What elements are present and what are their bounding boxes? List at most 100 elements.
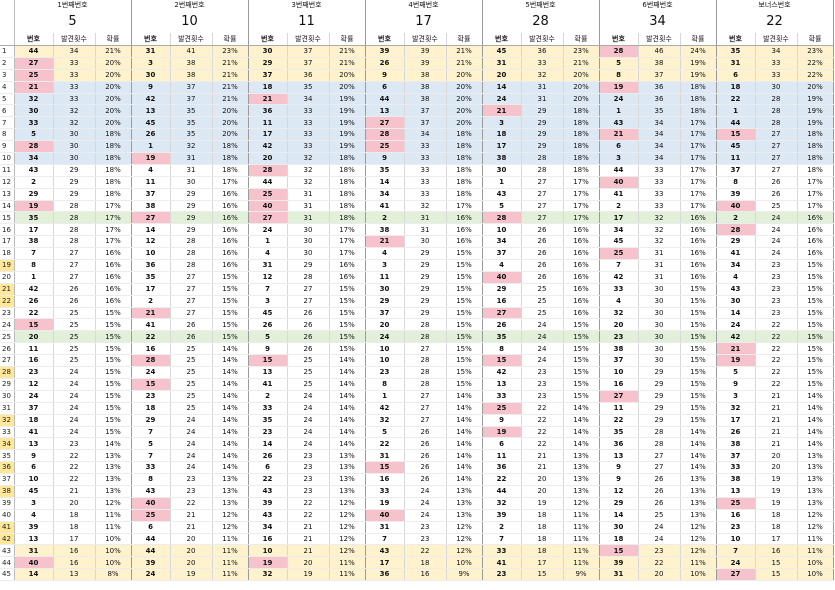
rate-cell: 15% (446, 366, 483, 379)
count-cell: 19 (755, 485, 798, 498)
count-cell: 32 (287, 152, 330, 165)
rate-cell: 19% (329, 104, 366, 118)
number-cell: 32 (365, 414, 405, 427)
count-cell: 22 (755, 342, 798, 356)
count-cell: 26 (287, 318, 330, 332)
table-row: 36 6 22 13% 33 24 14% 6 23 13% 15 26 14% 36 21 13% 9 27 14… (0, 461, 834, 475)
rate-cell: 16% (797, 247, 834, 261)
rate-cell: 24% (680, 45, 717, 58)
count-cell: 18 (755, 521, 798, 534)
count-cell: 21 (287, 521, 330, 534)
winning-number: 5 (14, 11, 132, 33)
count-cell: 23 (755, 307, 798, 320)
number-cell: 9 (365, 69, 405, 82)
rate-cell: 20% (446, 93, 483, 106)
header-count: 발견횟수 (638, 33, 681, 46)
number-cell: 15 (365, 461, 405, 475)
rate-cell: 14% (563, 426, 600, 439)
count-cell: 32 (287, 164, 330, 177)
number-cell: 33 (131, 461, 171, 475)
number-cell: 35 (131, 271, 171, 284)
table-row: 13 29 29 18% 37 29 16% 25 31 18% 34 33 18% 43 27 17% 41 3… (0, 188, 834, 201)
rate-cell: 14% (95, 437, 132, 451)
number-cell: 43 (482, 188, 522, 201)
count-cell: 30 (53, 140, 96, 154)
count-cell: 24 (170, 437, 213, 451)
count-cell: 23 (287, 461, 330, 475)
number-cell: 11 (482, 449, 522, 463)
number-cell: 29 (716, 235, 756, 249)
number-cell: 32 (599, 307, 639, 320)
count-cell: 31 (638, 247, 681, 261)
number-cell: 9 (599, 473, 639, 486)
count-cell: 24 (53, 414, 96, 427)
number-cell: 15 (599, 544, 639, 558)
count-cell: 32 (53, 104, 96, 118)
rate-cell: 14% (680, 437, 717, 451)
rate-cell: 15% (95, 366, 132, 379)
rate-cell: 20% (212, 104, 249, 118)
rate-cell: 17% (797, 200, 834, 213)
number-cell: 16 (599, 378, 639, 391)
number-cell: 40 (14, 556, 54, 570)
count-cell: 24 (170, 461, 213, 475)
rate-cell: 14% (329, 378, 366, 391)
number-cell: 7 (716, 544, 756, 558)
rate-cell: 16% (329, 271, 366, 284)
rate-cell: 15% (563, 366, 600, 379)
row-number: 3 (0, 69, 15, 82)
number-cell: 22 (482, 473, 522, 486)
number-cell: 41 (365, 200, 405, 213)
number-cell: 4 (131, 164, 171, 177)
row-number: 33 (0, 426, 15, 439)
count-cell: 29 (404, 259, 447, 272)
table-row: 17 38 28 17% 12 28 16% 1 30 17% 21 30 16% 34 26 16% 45 32… (0, 235, 834, 249)
rate-cell: 15% (95, 330, 132, 344)
count-cell: 24 (755, 223, 798, 237)
header-number: 번호 (482, 33, 522, 46)
rate-cell: 17% (95, 223, 132, 237)
rate-cell: 14% (797, 437, 834, 451)
count-cell: 25 (170, 402, 213, 415)
rate-cell: 15% (563, 330, 600, 344)
count-cell: 38 (404, 93, 447, 106)
number-cell: 12 (248, 271, 288, 284)
count-cell: 23 (170, 473, 213, 486)
row-number: 18 (0, 247, 15, 261)
rate-cell: 13% (95, 449, 132, 463)
count-cell: 24 (404, 485, 447, 498)
number-cell: 10 (14, 473, 54, 486)
table-row: 42 13 17 10% 44 20 11% 16 21 12% 7 23 12% 7 18 11% 18 24 1… (0, 533, 834, 546)
number-cell: 19 (716, 354, 756, 368)
number-cell: 14 (599, 509, 639, 522)
header-rate: 확률 (680, 33, 717, 46)
number-cell: 2 (14, 176, 54, 189)
rate-cell: 15% (95, 342, 132, 356)
number-cell: 30 (248, 45, 288, 58)
count-cell: 33 (287, 116, 330, 130)
rate-cell: 14% (212, 461, 249, 475)
count-cell: 24 (287, 437, 330, 451)
count-cell: 37 (287, 57, 330, 70)
rate-cell: 14% (446, 414, 483, 427)
rate-cell: 15% (563, 354, 600, 368)
rate-cell: 18% (212, 140, 249, 154)
count-cell: 24 (404, 509, 447, 522)
count-cell: 33 (53, 57, 96, 70)
number-cell: 4 (599, 295, 639, 308)
rate-cell: 18% (797, 152, 834, 165)
count-cell: 24 (638, 521, 681, 534)
count-cell: 26 (404, 426, 447, 439)
number-cell: 30 (14, 104, 54, 118)
table-row: 39 3 20 12% 40 22 13% 39 22 12% 19 24 13% 32 19 12% 29 26… (0, 497, 834, 510)
rate-cell: 14% (797, 426, 834, 439)
number-cell: 5 (14, 128, 54, 142)
rate-cell: 13% (680, 473, 717, 486)
row-number: 38 (0, 485, 15, 498)
count-cell: 33 (287, 140, 330, 154)
row-number: 13 (0, 188, 15, 201)
count-cell: 29 (638, 390, 681, 403)
number-cell: 27 (599, 390, 639, 403)
rate-cell: 14% (446, 402, 483, 415)
rate-cell: 15% (95, 390, 132, 403)
